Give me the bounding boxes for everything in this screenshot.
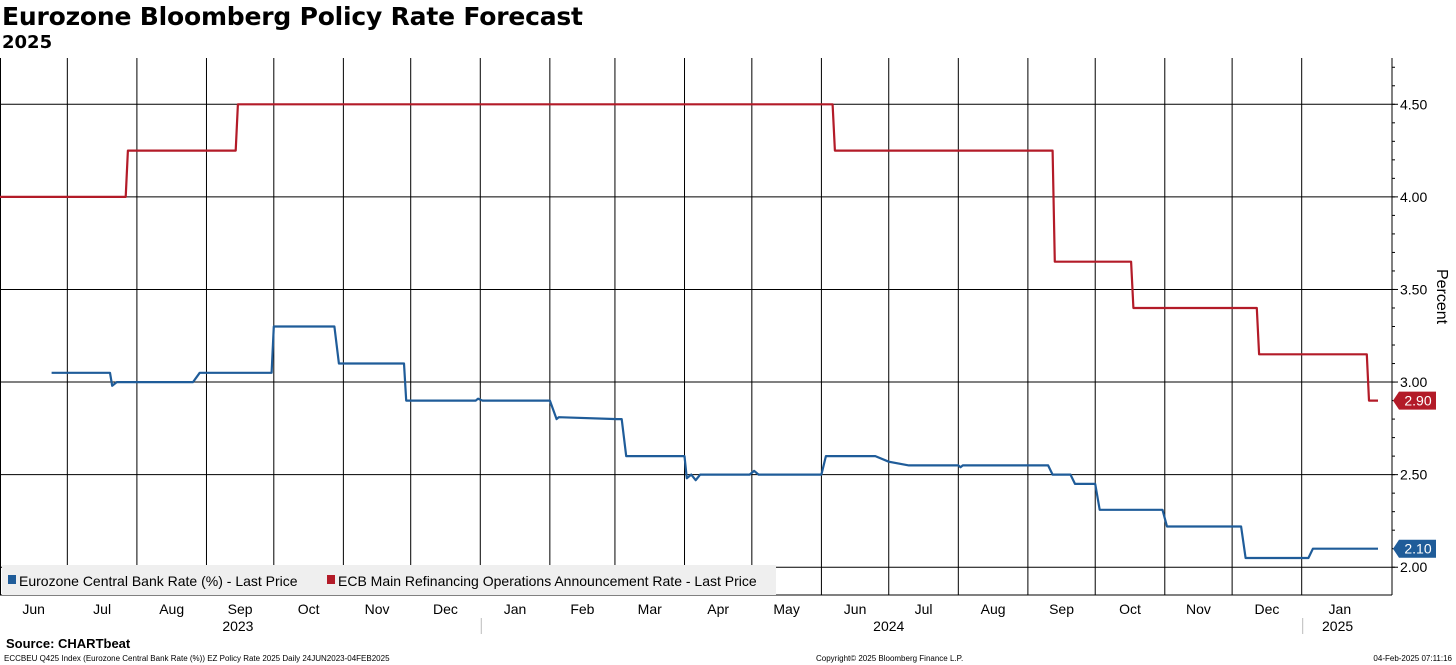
legend-swatch: [8, 575, 16, 584]
x-tick-label: Jul: [93, 601, 111, 617]
legend-box: [2, 565, 776, 595]
x-tick-label: Aug: [981, 601, 1006, 617]
source-note: Source: CHARTbeat: [6, 636, 131, 651]
x-tick-label: Jan: [504, 601, 527, 617]
last-price-label: 2.90: [1404, 393, 1431, 409]
x-tick-label: Nov: [365, 601, 390, 617]
footer-copyright: Copyright© 2025 Bloomberg Finance L.P.: [816, 654, 964, 663]
y-tick-label: 4.50: [1400, 96, 1427, 112]
x-tick-label: Jul: [915, 601, 933, 617]
x-tick-label: Mar: [638, 601, 662, 617]
x-tick-label: Dec: [433, 601, 458, 617]
last-price-tag: [1393, 391, 1436, 410]
y-axis-label: Percent: [1433, 269, 1450, 325]
series-line-eurozone-cb-rate: [51, 325, 1378, 560]
y-tick-label: 4.00: [1400, 189, 1427, 205]
x-tick-label: Sep: [1049, 601, 1074, 617]
x-year-label: 2023: [222, 618, 253, 634]
chart-subtitle: 2025: [2, 32, 53, 53]
legend-entry: ECB Main Refinancing Operations Announce…: [338, 573, 757, 589]
footer-index-info: ECCBEU Q425 Index (Eurozone Central Bank…: [4, 654, 390, 663]
x-tick-label: Jun: [22, 601, 45, 617]
y-tick-label: 3.00: [1400, 374, 1427, 390]
x-tick-label: Jan: [1329, 601, 1352, 617]
y-tick-label: 3.50: [1400, 281, 1427, 297]
x-tick-label: Sep: [228, 601, 253, 617]
x-tick-label: May: [773, 601, 799, 617]
x-tick-label: Oct: [298, 601, 320, 617]
chart-title: Eurozone Bloomberg Policy Rate Forecast: [2, 2, 583, 31]
x-year-label: 2025: [1322, 618, 1353, 634]
x-tick-label: Feb: [570, 601, 594, 617]
series-line-ecb-mro-rate: [0, 103, 1378, 402]
last-price-tag: [1393, 539, 1436, 558]
x-tick-label: Dec: [1254, 601, 1279, 617]
last-price-label: 2.10: [1404, 541, 1431, 557]
x-tick-label: Aug: [159, 601, 184, 617]
x-year-label: 2024: [873, 618, 904, 634]
x-tick-label: Jun: [844, 601, 867, 617]
legend-swatch: [327, 575, 335, 584]
x-tick-label: Nov: [1186, 601, 1211, 617]
footer-timestamp: 04-Feb-2025 07:11:16: [1373, 654, 1452, 663]
y-tick-label: 2.00: [1400, 559, 1427, 575]
x-tick-label: Apr: [707, 601, 729, 617]
x-tick-label: Oct: [1119, 601, 1141, 617]
legend-entry: Eurozone Central Bank Rate (%) - Last Pr…: [19, 573, 298, 589]
y-tick-label: 2.50: [1400, 467, 1427, 483]
